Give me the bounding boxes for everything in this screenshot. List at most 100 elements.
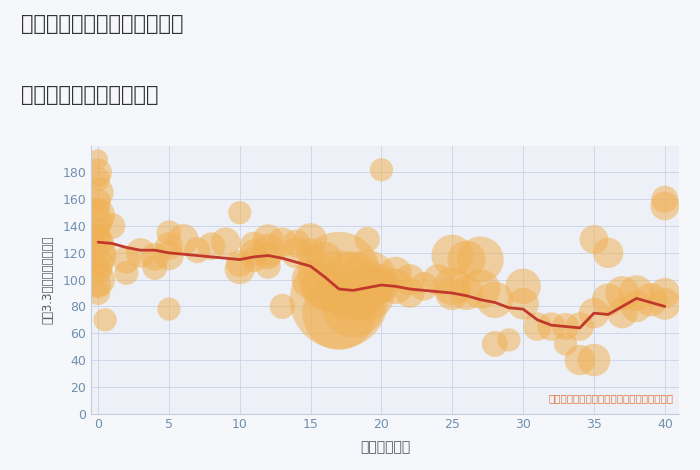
- Point: [305, 249, 316, 257]
- Point: [404, 276, 415, 283]
- Point: [362, 276, 373, 283]
- Point: [92, 233, 104, 241]
- Point: [92, 212, 104, 219]
- Point: [106, 222, 118, 230]
- Point: [347, 303, 358, 310]
- Point: [390, 269, 401, 277]
- Point: [262, 262, 274, 270]
- Point: [178, 236, 189, 243]
- Point: [149, 253, 160, 261]
- Point: [362, 290, 373, 297]
- Point: [475, 256, 486, 263]
- Point: [92, 246, 104, 254]
- Point: [92, 252, 104, 259]
- Point: [290, 240, 302, 247]
- Point: [574, 323, 585, 330]
- Text: 築年数別中古戸建て価格: 築年数別中古戸建て価格: [21, 85, 158, 105]
- Point: [475, 285, 486, 293]
- Point: [92, 155, 104, 163]
- Text: 神奈川県横浜市泉区岡津町の: 神奈川県横浜市泉区岡津町の: [21, 14, 183, 34]
- Point: [319, 282, 330, 290]
- Point: [262, 236, 274, 243]
- Point: [206, 243, 217, 250]
- Point: [376, 282, 387, 290]
- Point: [603, 296, 614, 304]
- Point: [92, 189, 104, 196]
- Point: [121, 269, 132, 277]
- Point: [603, 249, 614, 257]
- Y-axis label: 坪（3.3㎡）単価（万円）: 坪（3.3㎡）単価（万円）: [41, 235, 54, 324]
- Point: [659, 300, 671, 307]
- Point: [560, 323, 571, 330]
- Point: [617, 309, 628, 317]
- Point: [447, 282, 458, 290]
- Point: [659, 196, 671, 203]
- Point: [589, 309, 600, 317]
- Point: [163, 252, 174, 259]
- Point: [92, 276, 104, 283]
- Point: [92, 206, 104, 214]
- Point: [276, 238, 288, 246]
- Point: [220, 238, 231, 246]
- Point: [149, 264, 160, 271]
- Point: [135, 249, 146, 257]
- Point: [347, 282, 358, 290]
- Point: [532, 323, 543, 330]
- Point: [99, 316, 111, 323]
- Point: [390, 282, 401, 290]
- Point: [92, 266, 104, 274]
- Point: [461, 290, 472, 297]
- Point: [489, 340, 500, 348]
- Point: [276, 303, 288, 310]
- Point: [659, 202, 671, 210]
- Text: 円の大きさは、取引のあった物件面積を示す: 円の大きさは、取引のあった物件面積を示す: [548, 393, 673, 403]
- Point: [617, 290, 628, 297]
- Point: [305, 236, 316, 243]
- Point: [248, 256, 260, 263]
- Point: [447, 252, 458, 259]
- Point: [234, 260, 246, 267]
- Point: [92, 169, 104, 176]
- Point: [92, 175, 104, 183]
- Point: [234, 209, 246, 216]
- Point: [489, 296, 500, 304]
- Point: [92, 198, 104, 206]
- Point: [248, 243, 260, 250]
- Point: [262, 252, 274, 259]
- Point: [645, 296, 657, 304]
- Point: [447, 290, 458, 297]
- Point: [163, 306, 174, 313]
- Point: [433, 276, 444, 283]
- Point: [290, 249, 302, 257]
- Point: [376, 276, 387, 283]
- Point: [121, 256, 132, 263]
- Point: [248, 249, 260, 257]
- Point: [92, 260, 104, 267]
- Point: [419, 282, 430, 290]
- Point: [404, 290, 415, 297]
- Point: [192, 246, 203, 254]
- Point: [631, 303, 642, 310]
- Point: [319, 256, 330, 263]
- Point: [92, 290, 104, 297]
- Point: [376, 166, 387, 173]
- Point: [589, 236, 600, 243]
- Point: [92, 225, 104, 233]
- Point: [631, 290, 642, 297]
- Point: [92, 218, 104, 226]
- Point: [92, 238, 104, 246]
- Point: [589, 356, 600, 364]
- Point: [262, 246, 274, 254]
- Point: [163, 243, 174, 250]
- Point: [517, 282, 528, 290]
- Point: [560, 340, 571, 348]
- Point: [503, 336, 514, 344]
- Point: [333, 296, 344, 304]
- Point: [461, 256, 472, 263]
- Point: [574, 356, 585, 364]
- Point: [517, 300, 528, 307]
- Point: [362, 236, 373, 243]
- Point: [333, 309, 344, 317]
- Point: [546, 323, 557, 330]
- Point: [659, 290, 671, 297]
